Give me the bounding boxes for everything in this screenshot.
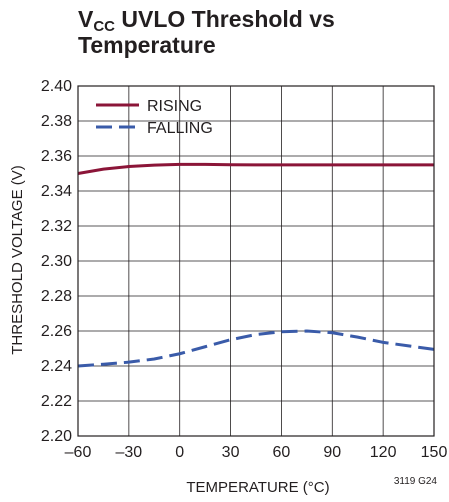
y-tick-label: 2.38 xyxy=(41,113,72,130)
series-line-rising xyxy=(77,162,434,175)
series-group xyxy=(77,162,435,368)
plot-frame xyxy=(77,85,435,437)
x-tick-label: 0 xyxy=(175,444,184,461)
y-tick-label: 2.40 xyxy=(41,78,72,95)
title-subscript: CC xyxy=(93,18,116,35)
x-tick-label: 150 xyxy=(421,444,448,461)
legend-label-rising: RISING xyxy=(147,98,202,115)
y-tick-label: 2.24 xyxy=(41,358,72,375)
grid xyxy=(77,85,435,437)
x-tick-label: –60 xyxy=(65,444,92,461)
y-tick-label: 2.26 xyxy=(41,323,72,340)
title-rest: UVLO Threshold vs xyxy=(115,6,335,32)
x-axis-label: TEMPERATURE (°C) xyxy=(186,479,329,496)
y-tick-label: 2.30 xyxy=(41,253,72,270)
x-tick-label: 60 xyxy=(273,444,291,461)
legend-label-falling: FALLING xyxy=(147,120,213,137)
y-tick-label: 2.34 xyxy=(41,183,72,200)
series-line-falling xyxy=(77,329,435,368)
legend: RISING FALLING xyxy=(96,98,213,137)
y-axis-label: THRESHOLD VOLTAGE (V) xyxy=(9,165,26,354)
y-tick-label: 2.32 xyxy=(41,218,72,235)
tick-labels: –60 –30 0 30 60 90 120 150 2.20 2.22 2.24 2.26 2.28 2… xyxy=(41,78,448,461)
y-tick-label: 2.20 xyxy=(41,428,72,445)
chart-title: VCC UVLO Threshold vs Temperature xyxy=(78,6,335,58)
x-tick-label: 120 xyxy=(370,444,397,461)
x-tick-label: 30 xyxy=(222,444,240,461)
y-tick-label: 2.28 xyxy=(41,288,72,305)
x-tick-label: –30 xyxy=(116,444,143,461)
title-line2: Temperature xyxy=(78,32,216,58)
title-main: V xyxy=(78,6,94,32)
x-tick-label: 90 xyxy=(323,444,341,461)
y-tick-label: 2.36 xyxy=(41,148,72,165)
figure-id: 3119 G24 xyxy=(393,476,437,487)
y-tick-label: 2.22 xyxy=(41,393,72,410)
